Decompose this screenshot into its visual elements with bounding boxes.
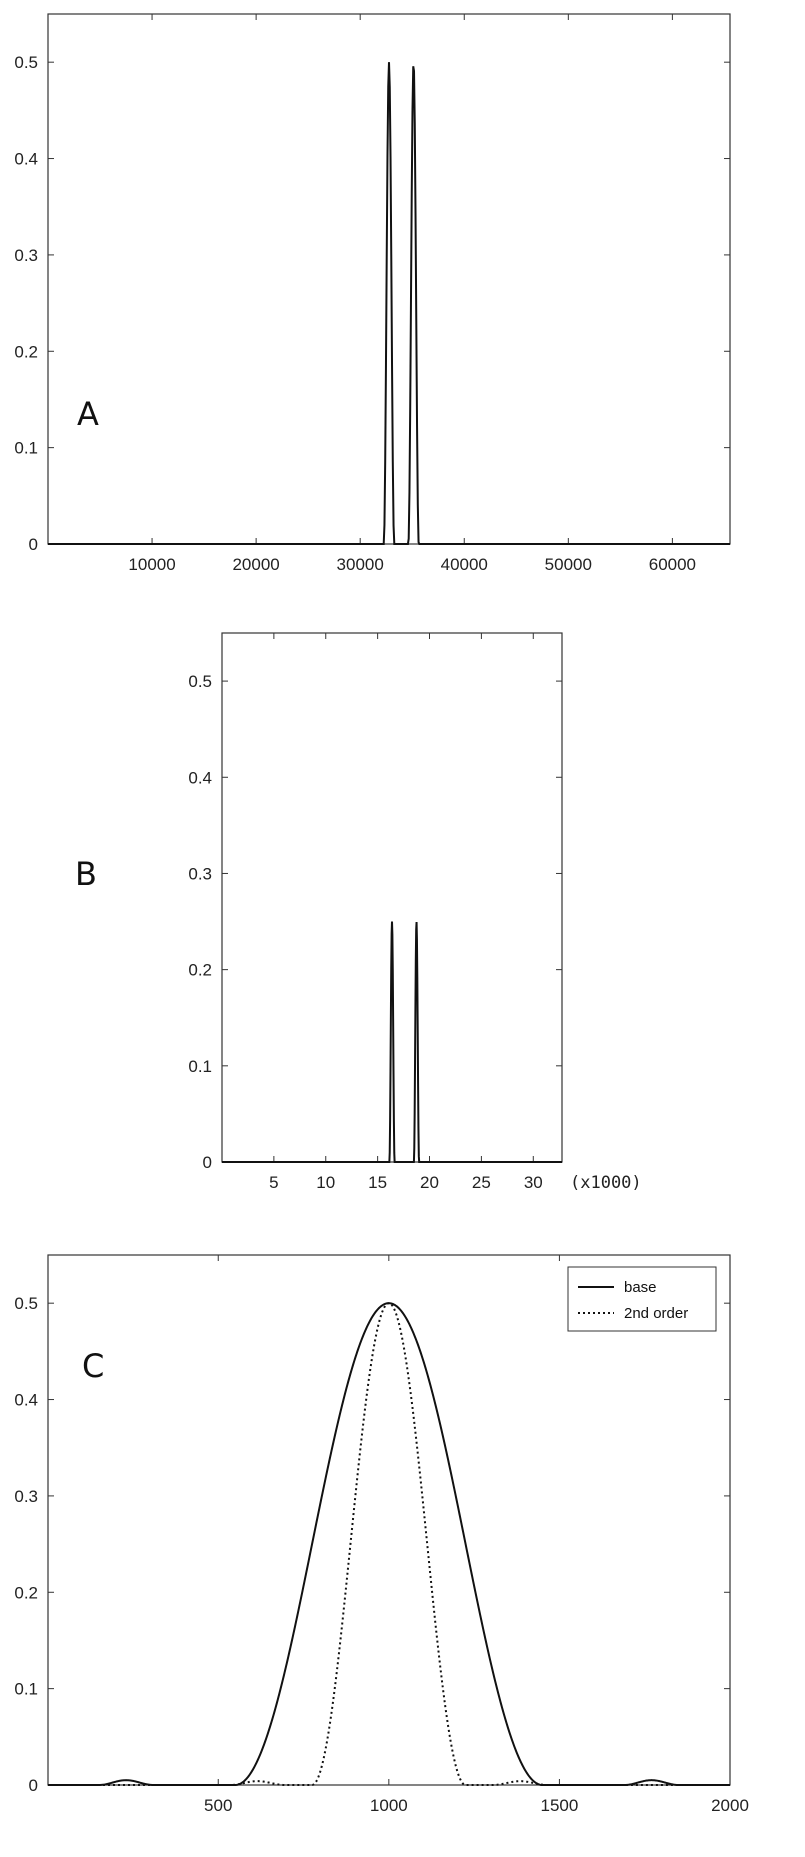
x-tick-label: 25 [472, 1173, 491, 1192]
panel-letter: C [82, 1347, 104, 1385]
x-tick-label: 500 [204, 1796, 232, 1815]
legend-entry-label: base [624, 1279, 657, 1296]
x-tick-label: 40000 [441, 555, 488, 574]
chart-panel-a: 0 0.1 0.2 0.3 0.4 0.5 10000 20000 30000 40000 5000… [14, 13, 731, 574]
y-tick-label: 0.1 [188, 1057, 212, 1076]
x-tick-label: 20000 [232, 555, 279, 574]
y-tick-label: 0 [29, 1776, 38, 1795]
y-tick-label: 0.3 [14, 246, 38, 265]
x-tick-label: 1500 [541, 1796, 579, 1815]
y-tick-label: 0.1 [14, 439, 38, 458]
series-line-base [48, 1302, 730, 1786]
y-tick-label: 0.5 [188, 672, 212, 691]
x-tick-label: 30000 [337, 555, 384, 574]
x-tick-label: 30 [524, 1173, 543, 1192]
y-tick-label: 0.3 [188, 864, 212, 883]
y-tick-label: 0 [29, 535, 38, 554]
x-tick-label: 10000 [128, 555, 175, 574]
legend: base 2nd order [567, 1266, 717, 1332]
x-tick-label: 20 [420, 1173, 439, 1192]
x-tick-label: 2000 [711, 1796, 749, 1815]
x-multiplier-label: (x1000) [570, 1173, 642, 1193]
series-line-2nd-order [48, 1302, 730, 1786]
panel-letter: B [75, 855, 97, 893]
panel-letter: A [77, 395, 99, 433]
series-line [222, 921, 562, 1163]
x-tick-label: 50000 [545, 555, 592, 574]
y-tick-label: 0.4 [14, 1391, 38, 1410]
x-tick-label: 10 [316, 1173, 335, 1192]
legend-entry-label: 2nd order [624, 1305, 688, 1322]
plot-frame [221, 632, 563, 1163]
y-tick-label: 0.3 [14, 1487, 38, 1506]
y-tick-label: 0.2 [14, 1583, 38, 1602]
y-tick-label: 0.2 [14, 342, 38, 361]
plot-frame [47, 13, 731, 545]
y-tick-label: 0.1 [14, 1680, 38, 1699]
y-tick-label: 0.5 [14, 53, 38, 72]
y-tick-label: 0.4 [188, 768, 212, 787]
chart-panel-b: 0 0.1 0.2 0.3 0.4 0.5 5 10 15 20 25 30 (x1000) B [75, 632, 642, 1193]
legend-box [567, 1266, 717, 1332]
y-tick-label: 0.2 [188, 961, 212, 980]
series-line [48, 62, 730, 545]
x-tick-label: 5 [269, 1173, 278, 1192]
y-tick-label: 0.5 [14, 1294, 38, 1313]
x-tick-label: 1000 [370, 1796, 408, 1815]
y-tick-label: 0.4 [14, 150, 38, 169]
x-tick-label: 60000 [649, 555, 696, 574]
x-tick-label: 15 [368, 1173, 387, 1192]
plot-frame [47, 1254, 731, 1786]
y-tick-label: 0 [203, 1153, 212, 1172]
